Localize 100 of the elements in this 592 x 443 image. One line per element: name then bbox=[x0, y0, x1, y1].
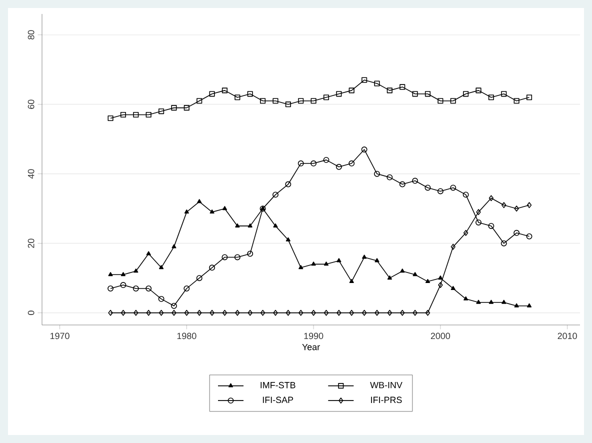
point bbox=[425, 310, 430, 316]
point bbox=[374, 170, 380, 177]
point bbox=[158, 296, 164, 302]
point bbox=[526, 94, 532, 100]
point bbox=[146, 310, 151, 316]
point bbox=[286, 237, 290, 242]
y-tick-label: 20 bbox=[28, 238, 34, 248]
point bbox=[425, 278, 430, 284]
point bbox=[132, 286, 139, 292]
point bbox=[412, 91, 418, 97]
x-tick-label: 2010 bbox=[558, 332, 577, 340]
point bbox=[158, 310, 164, 316]
point bbox=[222, 88, 228, 94]
x-tick-label: 1990 bbox=[304, 332, 324, 340]
point bbox=[120, 282, 126, 288]
point bbox=[412, 310, 418, 316]
point bbox=[311, 262, 316, 266]
point bbox=[463, 230, 468, 236]
point bbox=[374, 258, 380, 262]
point bbox=[285, 181, 292, 188]
point bbox=[158, 108, 164, 114]
point bbox=[247, 250, 254, 257]
point bbox=[412, 178, 418, 184]
point bbox=[134, 310, 138, 316]
point bbox=[374, 310, 380, 316]
point bbox=[526, 303, 532, 308]
point bbox=[462, 192, 469, 198]
point bbox=[386, 88, 392, 94]
legend-label: IMF-STB bbox=[260, 382, 296, 388]
point bbox=[336, 91, 342, 97]
point bbox=[501, 91, 507, 97]
point bbox=[336, 310, 342, 316]
y-tick-label: 60 bbox=[28, 100, 34, 109]
point bbox=[298, 310, 304, 316]
point bbox=[348, 88, 354, 94]
point bbox=[438, 98, 444, 104]
point bbox=[349, 310, 354, 316]
point bbox=[247, 91, 253, 97]
point bbox=[362, 254, 367, 259]
point bbox=[197, 310, 202, 316]
point bbox=[184, 310, 190, 316]
x-axis-title: Year bbox=[302, 344, 320, 350]
point bbox=[476, 88, 482, 94]
point bbox=[235, 310, 240, 316]
point bbox=[234, 254, 240, 260]
point bbox=[502, 300, 506, 304]
point bbox=[310, 98, 316, 104]
point bbox=[514, 230, 520, 236]
point bbox=[120, 310, 126, 316]
point bbox=[273, 223, 278, 228]
point bbox=[248, 310, 252, 316]
point bbox=[134, 268, 138, 273]
legend-label: IFI-PRS bbox=[371, 396, 402, 404]
point bbox=[311, 310, 316, 316]
point bbox=[222, 206, 228, 210]
point bbox=[323, 156, 330, 163]
point bbox=[235, 223, 240, 228]
point bbox=[209, 91, 215, 97]
point bbox=[146, 286, 152, 292]
point bbox=[298, 98, 304, 104]
y-tick-label: 80 bbox=[28, 30, 34, 40]
point bbox=[184, 209, 189, 214]
point bbox=[476, 209, 481, 216]
point bbox=[260, 310, 266, 316]
point bbox=[514, 206, 519, 212]
point bbox=[234, 94, 240, 100]
point bbox=[386, 174, 393, 180]
point bbox=[210, 209, 214, 214]
point bbox=[502, 202, 506, 208]
point bbox=[437, 188, 444, 194]
point bbox=[488, 195, 494, 202]
point bbox=[438, 282, 443, 288]
point bbox=[298, 160, 304, 166]
point bbox=[108, 115, 114, 122]
point bbox=[172, 244, 176, 248]
point bbox=[298, 265, 304, 270]
point bbox=[400, 268, 405, 273]
point bbox=[464, 296, 468, 300]
point bbox=[170, 302, 177, 309]
point bbox=[399, 181, 406, 188]
point bbox=[286, 310, 291, 316]
point bbox=[476, 300, 481, 304]
point bbox=[514, 303, 519, 308]
point bbox=[120, 112, 126, 118]
point bbox=[374, 80, 380, 86]
point bbox=[133, 112, 139, 118]
point bbox=[450, 184, 456, 191]
point bbox=[272, 98, 278, 104]
point bbox=[146, 251, 151, 256]
point bbox=[514, 98, 520, 104]
point bbox=[500, 240, 507, 246]
point bbox=[197, 199, 202, 204]
x-tick-label: 2000 bbox=[430, 332, 450, 340]
y-tick-label: 0 bbox=[28, 310, 34, 315]
point bbox=[424, 91, 431, 97]
point bbox=[184, 286, 190, 292]
point bbox=[362, 310, 367, 316]
point bbox=[387, 275, 392, 280]
point bbox=[336, 258, 342, 262]
point bbox=[450, 98, 456, 104]
